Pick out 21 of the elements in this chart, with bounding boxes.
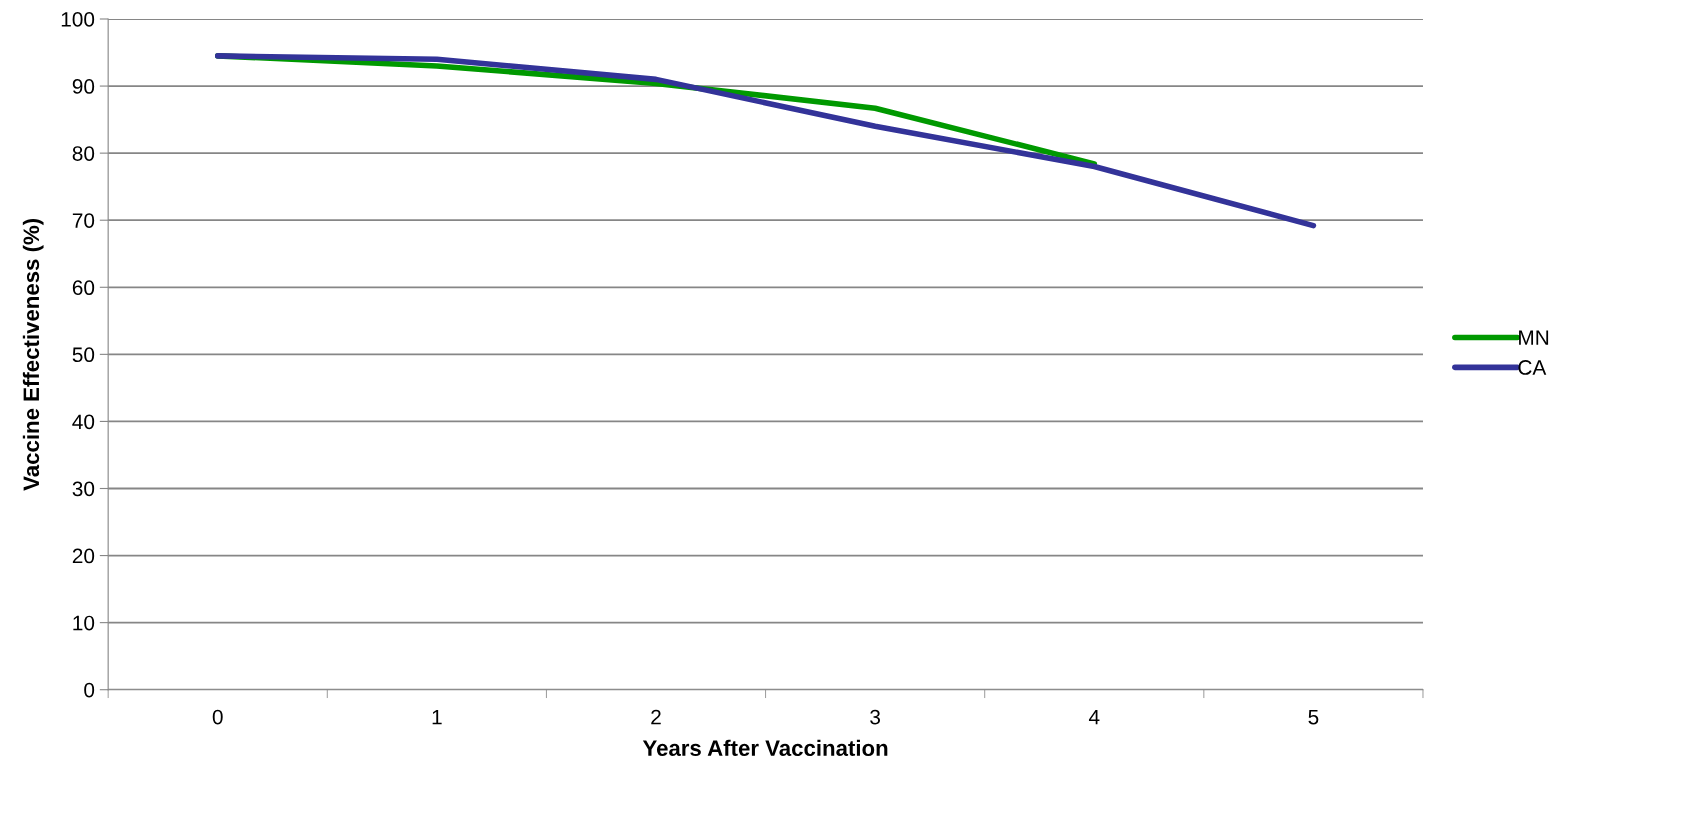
legend-label: MN bbox=[1519, 330, 1549, 345]
y-tick-label: 70 bbox=[72, 213, 95, 228]
x-tick-label: 4 bbox=[1088, 709, 1100, 725]
y-tick-label: 30 bbox=[72, 481, 95, 497]
x-tick-label: 1 bbox=[432, 709, 442, 725]
y-axis-title: Vaccine Effectiveness (%) bbox=[22, 218, 44, 491]
y-tick-label: 100 bbox=[61, 12, 95, 27]
y-tick-label: 0 bbox=[84, 682, 95, 698]
y-tick-label: 50 bbox=[72, 347, 95, 363]
y-tick-label: 40 bbox=[72, 414, 95, 430]
legend-label: CA bbox=[1518, 360, 1547, 375]
y-tick-label: 90 bbox=[72, 79, 95, 94]
x-tick-label: 3 bbox=[870, 709, 881, 725]
y-tick-label: 20 bbox=[72, 548, 95, 564]
x-tick-label: 2 bbox=[651, 709, 661, 725]
x-tick-label: 0 bbox=[212, 709, 223, 725]
x-tick-label: 5 bbox=[1308, 709, 1319, 725]
y-tick-label: 80 bbox=[72, 146, 95, 161]
x-axis-title: Years After Vaccination bbox=[642, 739, 888, 757]
y-tick-label: 60 bbox=[72, 280, 95, 296]
y-tick-label: 10 bbox=[73, 615, 95, 631]
